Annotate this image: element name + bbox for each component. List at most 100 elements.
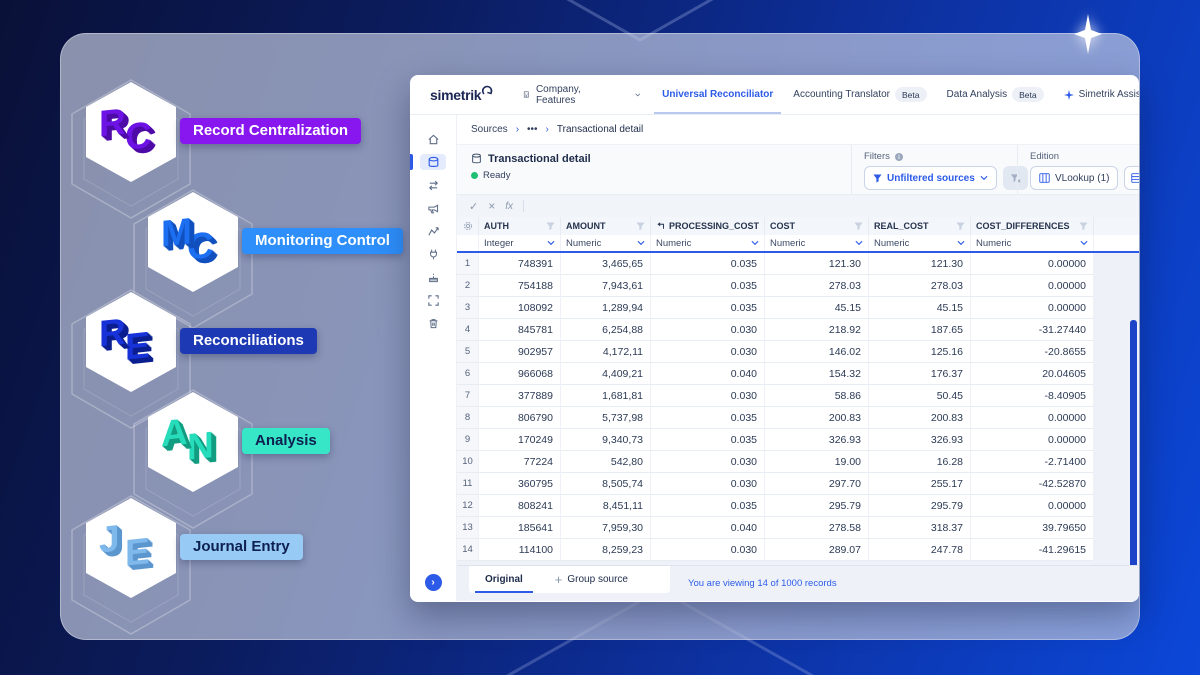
cell-processing-cost[interactable]: 0.035 (651, 275, 765, 297)
cell-real-cost[interactable]: 50.45 (869, 385, 971, 407)
cell-auth[interactable]: 748391 (479, 253, 561, 275)
cell-processing-cost[interactable]: 0.040 (651, 517, 765, 539)
tab-simetrik-assistant[interactable]: Simetrik AssistantBeta (1063, 75, 1139, 114)
row-number[interactable]: 9 (457, 429, 479, 451)
cell-auth[interactable]: 170249 (479, 429, 561, 451)
cell-processing-cost[interactable]: 0.035 (651, 297, 765, 319)
cell-auth[interactable]: 108092 (479, 297, 561, 319)
row-number[interactable]: 11 (457, 473, 479, 495)
row-number[interactable]: 13 (457, 517, 479, 539)
cell-amount[interactable]: 7,943,61 (561, 275, 651, 297)
cell-cost[interactable]: 326.93 (765, 429, 869, 451)
table-row[interactable]: 4 845781 6,254,88 0.030 218.92 187.65 -31.2744… (457, 319, 1139, 341)
info-icon[interactable] (894, 152, 904, 162)
cell-processing-cost[interactable]: 0.030 (651, 451, 765, 473)
column-header-auth[interactable]: AUTH (479, 217, 561, 235)
cell-auth[interactable]: 77224 (479, 451, 561, 473)
row-number[interactable]: 7 (457, 385, 479, 407)
cell-cost-differences[interactable]: -42.52870 (971, 473, 1094, 495)
column-type-amount[interactable]: Numeric (561, 235, 651, 251)
cell-auth[interactable]: 185641 (479, 517, 561, 539)
cell-cost[interactable]: 295.79 (765, 495, 869, 517)
cell-cost-differences[interactable]: 0.00000 (971, 429, 1094, 451)
cell-cost[interactable]: 218.92 (765, 319, 869, 341)
cell-amount[interactable]: 6,254,88 (561, 319, 651, 341)
cell-auth[interactable]: 902957 (479, 341, 561, 363)
chevron-down-icon[interactable] (1080, 240, 1088, 246)
cell-cost[interactable]: 146.02 (765, 341, 869, 363)
cell-processing-cost[interactable]: 0.030 (651, 539, 765, 561)
table-row[interactable]: 7 377889 1,681,81 0.030 58.86 50.45 -8.40905 (457, 385, 1139, 407)
column-header-cost-differences[interactable]: COST_DIFFERENCES (971, 217, 1094, 235)
row-number[interactable]: 8 (457, 407, 479, 429)
cell-processing-cost[interactable]: 0.030 (651, 319, 765, 341)
cell-cost-differences[interactable]: 20.04605 (971, 363, 1094, 385)
cell-amount[interactable]: 8,451,11 (561, 495, 651, 517)
cell-processing-cost[interactable]: 0.030 (651, 341, 765, 363)
breadcrumb-ellipsis[interactable]: ••• (527, 124, 538, 135)
company-menu[interactable]: Company, Features (523, 84, 640, 106)
cell-cost-differences[interactable]: -20.8655 (971, 341, 1094, 363)
unfiltered-sources-button[interactable]: Unfiltered sources (864, 166, 997, 190)
cell-amount[interactable]: 8,505,74 (561, 473, 651, 495)
row-number[interactable]: 5 (457, 341, 479, 363)
cell-real-cost[interactable]: 200.83 (869, 407, 971, 429)
cell-cost-differences[interactable]: 0.00000 (971, 297, 1094, 319)
sidebar-item-insights[interactable] (420, 223, 446, 239)
cell-amount[interactable]: 4,172,11 (561, 341, 651, 363)
cell-real-cost[interactable]: 187.65 (869, 319, 971, 341)
cell-real-cost[interactable]: 125.16 (869, 341, 971, 363)
add-group-source-button[interactable]: + Group source (539, 566, 644, 593)
row-number[interactable]: 10 (457, 451, 479, 473)
cell-processing-cost[interactable]: 0.035 (651, 253, 765, 275)
cell-amount[interactable]: 3,465,65 (561, 253, 651, 275)
cell-real-cost[interactable]: 45.15 (869, 297, 971, 319)
sidebar-item-fullscreen[interactable] (420, 292, 446, 308)
cell-real-cost[interactable]: 278.03 (869, 275, 971, 297)
cell-amount[interactable]: 5,737,98 (561, 407, 651, 429)
cell-amount[interactable]: 8,259,23 (561, 539, 651, 561)
sidebar-item-integrations[interactable] (420, 246, 446, 262)
column-filter-icon[interactable] (546, 221, 555, 231)
cell-processing-cost[interactable]: 0.035 (651, 495, 765, 517)
cell-real-cost[interactable]: 247.78 (869, 539, 971, 561)
tab-universal-reconciliator[interactable]: Universal Reconciliator (654, 75, 782, 114)
cell-cost-differences[interactable]: -41.29615 (971, 539, 1094, 561)
column-filter-icon[interactable] (854, 221, 863, 231)
cell-real-cost[interactable]: 16.28 (869, 451, 971, 473)
sidebar-item-trash[interactable] (420, 315, 446, 331)
column-type-cost[interactable]: Numeric (765, 235, 869, 251)
cell-cost-differences[interactable]: -2.71400 (971, 451, 1094, 473)
row-number[interactable]: 14 (457, 539, 479, 561)
cell-cost-differences[interactable]: 39.79650 (971, 517, 1094, 539)
row-number[interactable]: 1 (457, 253, 479, 275)
column-filter-icon[interactable] (956, 221, 965, 231)
table-row[interactable]: 3 108092 1,289,94 0.035 45.15 45.15 0.00000 (457, 297, 1139, 319)
chevron-down-icon[interactable] (637, 240, 645, 246)
chevron-down-icon[interactable] (751, 240, 759, 246)
cell-processing-cost[interactable]: 0.040 (651, 363, 765, 385)
cell-cost-differences[interactable]: -8.40905 (971, 385, 1094, 407)
cell-real-cost[interactable]: 318.37 (869, 517, 971, 539)
cell-cost[interactable]: 154.32 (765, 363, 869, 385)
cell-amount[interactable]: 9,340,73 (561, 429, 651, 451)
cell-real-cost[interactable]: 326.93 (869, 429, 971, 451)
cell-processing-cost[interactable]: 0.030 (651, 473, 765, 495)
cell-auth[interactable]: 377889 (479, 385, 561, 407)
table-row[interactable]: 1 748391 3,465,65 0.035 121.30 121.30 0.00000 (457, 253, 1139, 275)
tab-accounting-translator[interactable]: Accounting Translator Beta (793, 75, 927, 114)
cell-amount[interactable]: 1,289,94 (561, 297, 651, 319)
cell-auth[interactable]: 360795 (479, 473, 561, 495)
edition-menu-button[interactable] (1124, 166, 1139, 190)
table-row[interactable]: 10 77224 542,80 0.030 19.00 16.28 -2.71400 (457, 451, 1139, 473)
cell-amount[interactable]: 7,959,30 (561, 517, 651, 539)
table-row[interactable]: 13 185641 7,959,30 0.040 278.58 318.37 39.7965… (457, 517, 1139, 539)
cell-cost-differences[interactable]: 0.00000 (971, 407, 1094, 429)
row-number[interactable]: 6 (457, 363, 479, 385)
cell-cost-differences[interactable]: 0.00000 (971, 253, 1094, 275)
row-number[interactable]: 3 (457, 297, 479, 319)
cell-cost-differences[interactable]: -31.27440 (971, 319, 1094, 341)
breadcrumb-sources[interactable]: Sources (471, 124, 508, 135)
column-type-auth[interactable]: Integer (479, 235, 561, 251)
table-row[interactable]: 11 360795 8,505,74 0.030 297.70 255.17 -42.528… (457, 473, 1139, 495)
